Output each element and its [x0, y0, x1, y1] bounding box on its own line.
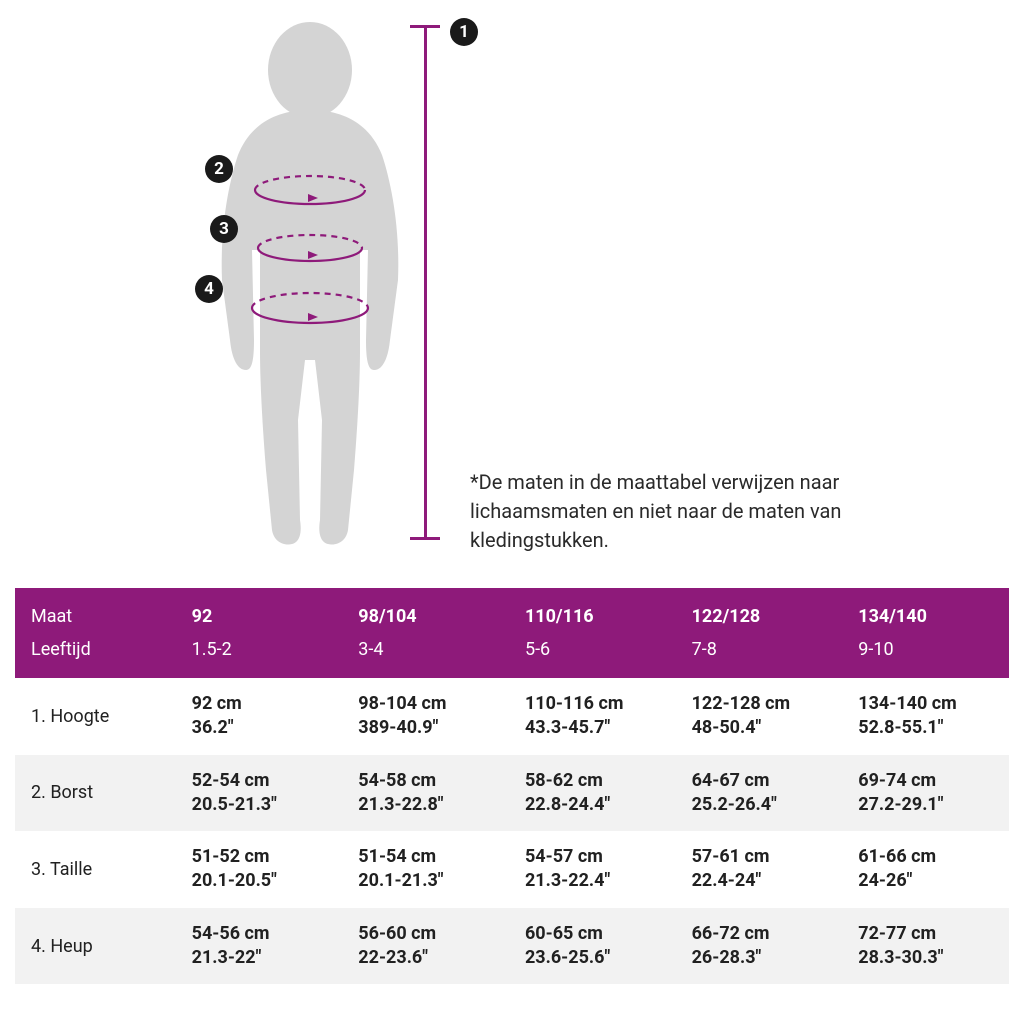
measurement-cell: 98-104 cm389-40.9": [342, 678, 509, 755]
header-size-val: 92: [176, 588, 343, 633]
header-age-val: 7-8: [676, 633, 843, 678]
measurement-cell: 134-140 cm52.8-55.1": [842, 678, 1009, 755]
table-row: 2. Borst52-54 cm20.5-21.3"54-58 cm21.3-2…: [15, 755, 1009, 832]
measurement-cell: 58-62 cm22.8-24.4": [509, 755, 676, 832]
height-indicator: [410, 25, 440, 540]
measurement-cell: 64-67 cm25.2-26.4": [676, 755, 843, 832]
header-size-val: 122/128: [676, 588, 843, 633]
measurement-cell: 54-57 cm21.3-22.4": [509, 831, 676, 908]
row-label: 2. Borst: [15, 755, 176, 832]
marker-waist: 3: [210, 215, 238, 243]
measurement-cell: 66-72 cm26-28.3": [676, 908, 843, 985]
measurement-cell: 54-58 cm21.3-22.8": [342, 755, 509, 832]
measurement-cell: 51-52 cm20.1-20.5": [176, 831, 343, 908]
header-age-val: 5-6: [509, 633, 676, 678]
measurement-cell: 122-128 cm48-50.4": [676, 678, 843, 755]
row-label: 1. Hoogte: [15, 678, 176, 755]
measurement-cell: 60-65 cm23.6-25.6": [509, 908, 676, 985]
table-row: 1. Hoogte92 cm36.2"98-104 cm389-40.9"110…: [15, 678, 1009, 755]
measurement-cell: 61-66 cm24-26": [842, 831, 1009, 908]
diagram-section: 1 2 3 4 *De maten in de maattabel verwij…: [0, 0, 1024, 570]
measurement-cell: 110-116 cm43.3-45.7": [509, 678, 676, 755]
disclaimer-text: *De maten in de maattabel verwijzen naar…: [470, 468, 890, 555]
table-row: 4. Heup54-56 cm21.3-22"56-60 cm22-23.6"6…: [15, 908, 1009, 985]
measurement-cell: 69-74 cm27.2-29.1": [842, 755, 1009, 832]
header-size-val: 110/116: [509, 588, 676, 633]
measurement-cell: 72-77 cm28.3-30.3": [842, 908, 1009, 985]
measurement-cell: 51-54 cm20.1-21.3": [342, 831, 509, 908]
header-size-val: 134/140: [842, 588, 1009, 633]
header-age-val: 1.5-2: [176, 633, 343, 678]
row-label: 4. Heup: [15, 908, 176, 985]
size-chart-table: Maat 92 98/104 110/116 122/128 134/140 L…: [15, 588, 1009, 984]
header-size-val: 98/104: [342, 588, 509, 633]
header-age-label: Leeftijd: [15, 633, 176, 678]
row-label: 3. Taille: [15, 831, 176, 908]
table-row: 3. Taille51-52 cm20.1-20.5"51-54 cm20.1-…: [15, 831, 1009, 908]
measurement-cell: 56-60 cm22-23.6": [342, 908, 509, 985]
header-size-label: Maat: [15, 588, 176, 633]
header-age-val: 3-4: [342, 633, 509, 678]
table-body: 1. Hoogte92 cm36.2"98-104 cm389-40.9"110…: [15, 678, 1009, 984]
marker-height: 1: [450, 18, 478, 46]
header-age-val: 9-10: [842, 633, 1009, 678]
marker-hip: 4: [195, 275, 223, 303]
measurement-cell: 54-56 cm21.3-22": [176, 908, 343, 985]
measurement-cell: 52-54 cm20.5-21.3": [176, 755, 343, 832]
measurement-cell: 57-61 cm22.4-24": [676, 831, 843, 908]
measurement-cell: 92 cm36.2": [176, 678, 343, 755]
table-header: Maat 92 98/104 110/116 122/128 134/140 L…: [15, 588, 1009, 678]
marker-chest: 2: [205, 155, 233, 183]
